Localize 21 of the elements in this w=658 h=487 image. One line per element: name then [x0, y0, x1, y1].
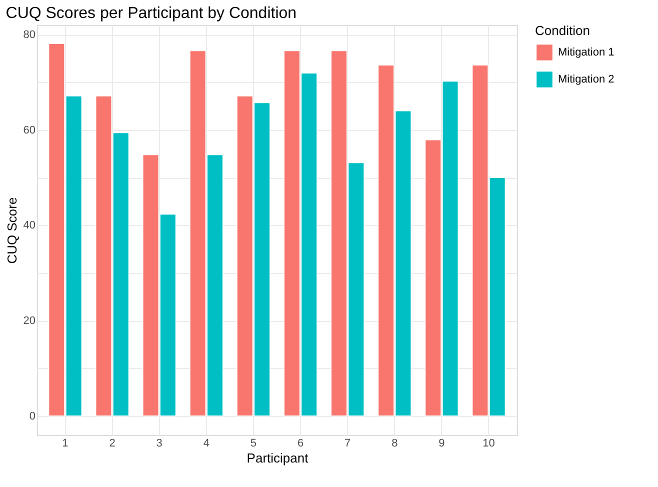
y-tick-label: 40 [23, 220, 36, 232]
y-tick-label: 0 [29, 410, 36, 422]
x-tick-label: 6 [297, 438, 304, 450]
x-tick-label: 2 [109, 438, 116, 450]
chart-title: CUQ Scores per Participant by Condition [6, 5, 297, 22]
x-axis-title: Participant [246, 450, 309, 466]
x-tick-label: 3 [156, 438, 162, 450]
x-tick-label: 7 [344, 438, 351, 450]
x-tick-label: 1 [62, 438, 68, 450]
legend-title: Condition [535, 23, 590, 38]
legend-label: Mitigation 1 [558, 46, 614, 58]
legend-label: Mitigation 2 [558, 74, 614, 86]
x-tick-label: 8 [392, 438, 398, 450]
y-tick-label: 20 [23, 315, 36, 328]
x-tick-label: 9 [438, 438, 445, 450]
x-tick-label: 5 [250, 438, 257, 450]
x-tick-label: 4 [203, 438, 210, 450]
y-tick-label: 60 [23, 124, 36, 136]
x-tick-label: 10 [482, 438, 495, 450]
y-tick-label: 80 [23, 29, 36, 42]
y-axis-title: CUQ Score [4, 197, 20, 264]
